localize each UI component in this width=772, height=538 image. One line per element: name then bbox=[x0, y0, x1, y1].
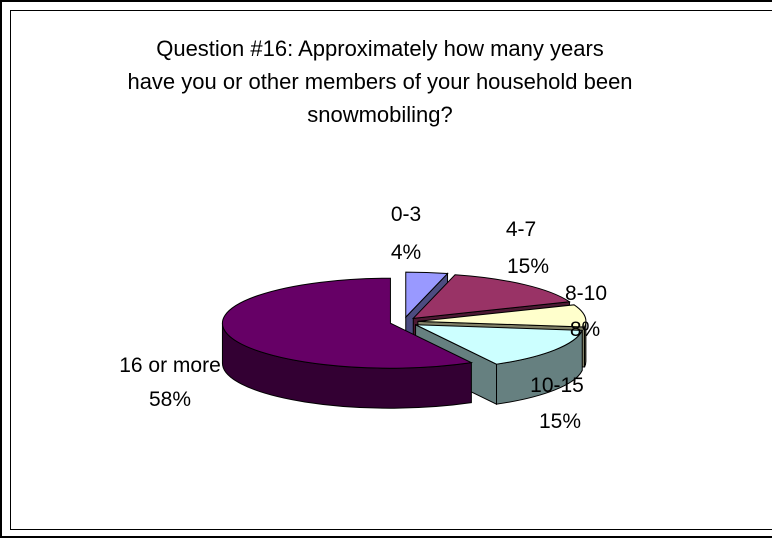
chart-title-line-2: have you or other members of your househ… bbox=[127, 69, 633, 94]
value-8-10: 8% bbox=[570, 318, 600, 341]
label-8-10: 8-10 bbox=[565, 282, 607, 305]
slice-0-3 bbox=[405, 271, 449, 319]
value-4-7: 15% bbox=[507, 255, 549, 278]
label-4-7: 4-7 bbox=[506, 218, 536, 241]
value-16-or-more: 58% bbox=[149, 388, 191, 411]
chart-title-line-3: snowmobiling? bbox=[307, 102, 453, 127]
slice-8-10 bbox=[417, 304, 587, 328]
slice-10-15 bbox=[415, 324, 584, 365]
pie-slices bbox=[221, 271, 587, 409]
label-0-3: 0-3 bbox=[391, 203, 421, 226]
value-10-15: 15% bbox=[539, 410, 581, 433]
label-16-or-more: 16 or more bbox=[119, 354, 221, 377]
slice-4-7 bbox=[411, 274, 571, 319]
plot-area-border bbox=[10, 10, 772, 530]
label-10-15: 10-15 bbox=[530, 374, 584, 397]
value-0-3: 4% bbox=[391, 241, 421, 264]
chart-title: Question #16: Approximately how many yea… bbox=[60, 32, 700, 131]
chart-title-line-1: Question #16: Approximately how many yea… bbox=[156, 36, 604, 61]
slice-16-or-more bbox=[221, 277, 474, 369]
